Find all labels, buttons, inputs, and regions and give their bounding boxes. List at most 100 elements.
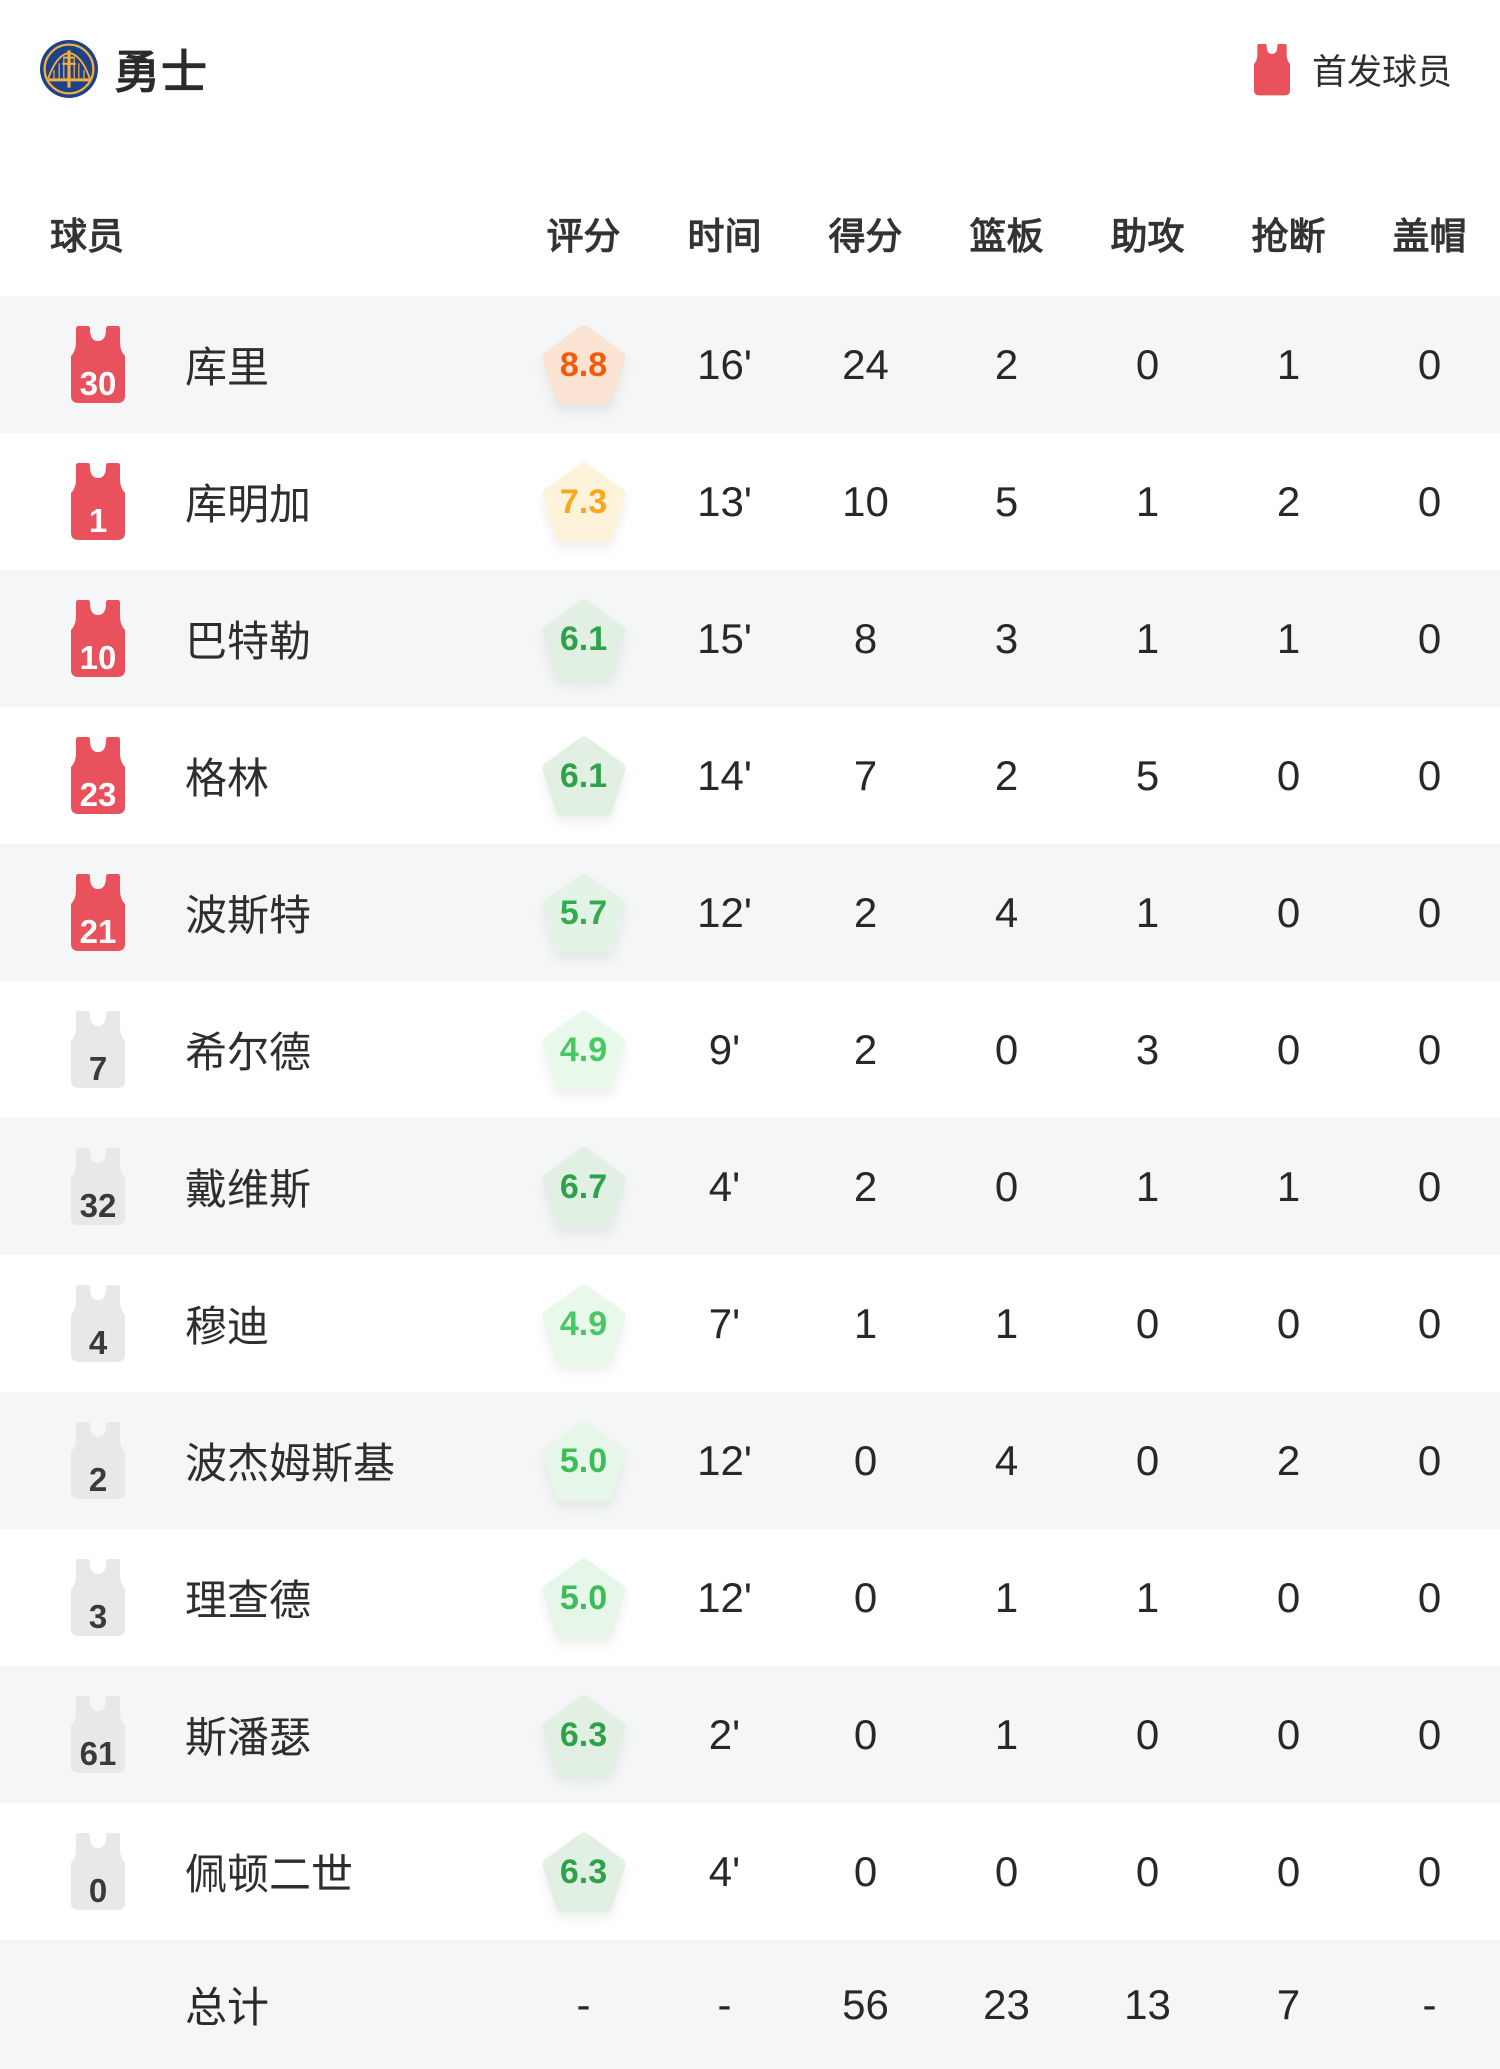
stat-rebounds: 4 (994, 1436, 1019, 1484)
stat-blocks: 0 (1417, 888, 1442, 936)
player-row[interactable]: 30 库里 8.8 16' 24 2 0 1 0 (0, 296, 1500, 433)
table-header: 球员 评分 时间 得分 篮板 助攻 抢断 盖帽 (0, 98, 1500, 296)
player-cell: 7 希尔德 (50, 1010, 513, 1089)
stat-rebounds: 1 (994, 1710, 1019, 1758)
player-row[interactable]: 1 库明加 7.3 13' 10 5 1 2 0 (0, 433, 1500, 570)
jersey-number: 0 (88, 1871, 108, 1909)
team-name: 勇士 (114, 46, 208, 98)
stat-blocks: 0 (1417, 751, 1442, 799)
stat-assists: 3 (1135, 1025, 1160, 1073)
rating-value: 6.1 (559, 757, 608, 795)
starter-legend-label: 首发球员 (1311, 52, 1452, 92)
stat-blocks: 0 (1417, 1299, 1442, 1347)
stat-time: 4' (708, 1847, 741, 1895)
player-row[interactable]: 10 巴特勒 6.1 15' 8 3 1 1 0 (0, 570, 1500, 707)
jersey-number: 30 (79, 364, 117, 402)
starter-jersey-icon: 23 (65, 736, 131, 815)
player-row[interactable]: 61 斯潘瑟 6.3 2' 0 1 0 0 0 (0, 1666, 1500, 1803)
stat-points: 2 (853, 888, 878, 936)
rating-value: 6.7 (559, 1168, 608, 1206)
rating-value: 6.1 (559, 620, 608, 658)
player-row[interactable]: 7 希尔德 4.9 9' 2 0 3 0 0 (0, 981, 1500, 1118)
stat-steals: 0 (1276, 888, 1301, 936)
column-header-6: 抢断 (1251, 216, 1326, 257)
total-time: - (717, 1980, 732, 2028)
stat-points: 7 (853, 751, 878, 799)
bench-jersey-icon: 2 (65, 1421, 131, 1500)
stat-rebounds: 0 (994, 1025, 1019, 1073)
player-cell: 2 波杰姆斯基 (50, 1421, 513, 1500)
stat-assists: 5 (1135, 751, 1160, 799)
jersey-number: 1 (88, 501, 108, 539)
stat-time: 14' (697, 751, 752, 799)
rating-pentagon-badge: 5.0 (541, 1421, 626, 1501)
player-row[interactable]: 23 格林 6.1 14' 7 2 5 0 0 (0, 707, 1500, 844)
stat-points: 0 (853, 1710, 878, 1758)
jersey-number: 10 (79, 638, 117, 676)
rating-cell: 5.0 (513, 1421, 654, 1501)
player-row[interactable]: 4 穆迪 4.9 7' 1 1 0 0 0 (0, 1255, 1500, 1392)
stat-blocks: 0 (1417, 1025, 1442, 1073)
total-label-cell: 总计 (50, 1974, 513, 2035)
stat-rebounds: 4 (994, 888, 1019, 936)
starter-legend: 首发球员 (1250, 44, 1452, 96)
stat-steals: 0 (1276, 1025, 1301, 1073)
rating-cell: 7.3 (513, 462, 654, 542)
player-row[interactable]: 0 佩顿二世 6.3 4' 0 0 0 0 0 (0, 1803, 1500, 1940)
warriors-logo-icon (40, 40, 98, 98)
player-row[interactable]: 21 波斯特 5.7 12' 2 4 1 0 0 (0, 844, 1500, 981)
rating-cell: 5.0 (513, 1558, 654, 1638)
jersey-number: 7 (88, 1049, 108, 1087)
rating-value: 8.8 (559, 346, 608, 384)
player-table: 30 库里 8.8 16' 24 2 0 1 0 1 库明加 7.3 13' 10 5 1 2 0 10 巴特勒 6.1… (0, 296, 1500, 1940)
player-cell: 0 佩顿二世 (50, 1832, 513, 1911)
stat-time: 12' (697, 1436, 752, 1484)
player-name: 戴维斯 (185, 1166, 312, 1213)
jersey-number: 61 (79, 1734, 117, 1772)
player-name: 波杰姆斯基 (185, 1440, 396, 1487)
column-header-0: 球员 (50, 216, 124, 257)
stat-blocks: 0 (1417, 1847, 1442, 1895)
player-row[interactable]: 2 波杰姆斯基 5.0 12' 0 4 0 2 0 (0, 1392, 1500, 1529)
stat-blocks: 0 (1417, 614, 1442, 662)
column-header-7: 盖帽 (1392, 216, 1467, 257)
starter-jersey-icon (1250, 44, 1294, 96)
rating-value: 6.3 (559, 1853, 608, 1891)
player-cell: 61 斯潘瑟 (50, 1695, 513, 1774)
stat-time: 13' (697, 477, 752, 525)
rating-pentagon-badge: 6.1 (541, 736, 626, 816)
stat-time: 15' (697, 614, 752, 662)
stat-points: 8 (853, 614, 878, 662)
stat-blocks: 0 (1417, 1436, 1442, 1484)
rating-value: 4.9 (559, 1031, 608, 1069)
starter-jersey-icon: 10 (65, 599, 131, 678)
stat-blocks: 0 (1417, 477, 1442, 525)
stat-rebounds: 5 (994, 477, 1019, 525)
rating-pentagon-badge: 6.7 (541, 1147, 626, 1227)
jersey-number: 4 (88, 1323, 108, 1361)
stat-assists: 1 (1135, 477, 1160, 525)
bench-jersey-icon: 0 (65, 1832, 131, 1911)
stat-rebounds: 3 (994, 614, 1019, 662)
column-header-4: 篮板 (969, 216, 1044, 257)
total-label: 总计 (185, 1984, 270, 2031)
player-row[interactable]: 32 戴维斯 6.7 4' 2 0 1 1 0 (0, 1118, 1500, 1255)
stat-steals: 0 (1276, 1847, 1301, 1895)
stat-assists: 0 (1135, 1710, 1160, 1758)
starter-jersey-icon: 1 (65, 462, 131, 541)
player-row[interactable]: 3 理查德 5.0 12' 0 1 1 0 0 (0, 1529, 1500, 1666)
player-name: 希尔德 (185, 1029, 312, 1076)
column-header-2: 时间 (687, 216, 762, 257)
rating-cell: 5.7 (513, 873, 654, 953)
jersey-number: 32 (79, 1186, 117, 1224)
stat-rebounds: 0 (994, 1847, 1019, 1895)
stat-steals: 0 (1276, 751, 1301, 799)
bench-jersey-icon: 32 (65, 1147, 131, 1226)
rating-cell: 6.1 (513, 599, 654, 679)
total-blocks: - (1422, 1980, 1437, 2028)
rating-pentagon-badge: 5.0 (541, 1558, 626, 1638)
rating-value: 7.3 (559, 483, 608, 521)
stat-assists: 1 (1135, 614, 1160, 662)
stat-rebounds: 0 (994, 1162, 1019, 1210)
jersey-number: 21 (79, 912, 117, 950)
